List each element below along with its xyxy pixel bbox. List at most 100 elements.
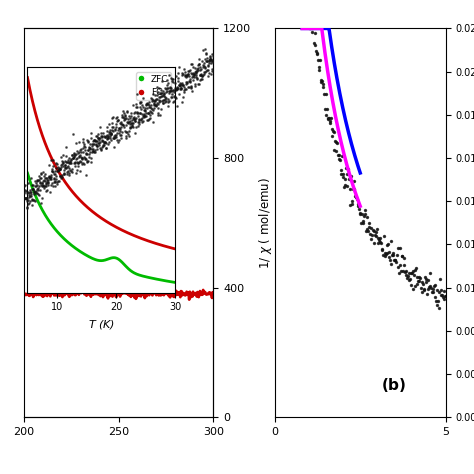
Point xyxy=(190,64,197,71)
Point xyxy=(431,282,438,289)
Point xyxy=(57,153,64,161)
Point xyxy=(51,175,58,182)
Point xyxy=(175,81,183,89)
Point xyxy=(103,127,111,135)
Point xyxy=(392,258,400,266)
Point xyxy=(116,119,124,127)
Point xyxy=(66,169,73,177)
Point xyxy=(130,116,138,123)
Point xyxy=(191,71,198,79)
Point xyxy=(197,70,205,78)
Point xyxy=(38,180,46,187)
Point xyxy=(33,176,40,184)
Point xyxy=(89,148,96,156)
Point xyxy=(392,256,399,264)
Point xyxy=(41,177,49,185)
Point xyxy=(95,139,102,147)
Point xyxy=(78,155,86,162)
Point xyxy=(207,71,215,78)
Point xyxy=(442,292,449,300)
Point xyxy=(56,165,64,173)
Point xyxy=(168,75,175,83)
Point xyxy=(86,150,93,158)
Point xyxy=(123,109,130,116)
Point xyxy=(112,133,120,141)
Point xyxy=(71,162,79,169)
Point xyxy=(204,73,211,80)
Point xyxy=(110,143,118,151)
Point xyxy=(82,155,89,163)
Point xyxy=(166,84,174,92)
Point xyxy=(113,123,120,130)
Point xyxy=(29,185,37,192)
Point xyxy=(373,225,381,233)
Point xyxy=(39,181,46,189)
Point xyxy=(191,68,198,76)
Point xyxy=(104,133,112,140)
Point xyxy=(25,191,33,199)
Point xyxy=(182,85,190,93)
Point xyxy=(196,71,203,79)
Point xyxy=(119,113,127,121)
Point xyxy=(337,166,345,173)
Point xyxy=(141,112,148,120)
Point xyxy=(79,148,87,155)
Point xyxy=(359,218,366,225)
Point xyxy=(88,142,96,150)
Point xyxy=(416,277,423,284)
Point xyxy=(385,254,392,261)
Point xyxy=(47,171,55,179)
Point xyxy=(324,115,331,123)
Point xyxy=(317,76,325,84)
Point xyxy=(159,87,167,95)
Point xyxy=(321,105,328,113)
Point xyxy=(132,124,139,131)
Point xyxy=(370,228,378,235)
Point xyxy=(179,72,186,79)
Point xyxy=(204,61,212,69)
Point xyxy=(42,180,50,187)
Point xyxy=(62,157,69,165)
Point xyxy=(145,103,153,110)
Point xyxy=(401,268,409,276)
Point xyxy=(186,78,193,85)
Point xyxy=(98,137,106,145)
Point xyxy=(134,103,141,111)
Point xyxy=(40,184,47,192)
Point xyxy=(133,90,141,97)
Point xyxy=(140,113,148,120)
Point xyxy=(158,78,166,85)
Point xyxy=(171,79,178,87)
Point xyxy=(54,160,61,167)
Point xyxy=(27,186,34,193)
Point xyxy=(31,178,39,185)
Point xyxy=(69,165,76,173)
Point xyxy=(32,197,39,205)
Point xyxy=(150,97,157,105)
Point xyxy=(97,145,104,153)
Point xyxy=(165,87,173,94)
Point xyxy=(23,203,31,210)
Point xyxy=(93,137,100,144)
Point xyxy=(76,148,83,156)
Point xyxy=(430,283,438,290)
Point xyxy=(77,148,85,156)
Point xyxy=(122,128,129,136)
Point xyxy=(77,153,85,160)
Point xyxy=(198,72,206,80)
Point xyxy=(118,120,126,128)
Point xyxy=(101,133,109,141)
Point xyxy=(165,90,173,97)
Point xyxy=(306,25,313,32)
Point xyxy=(63,143,70,151)
Point xyxy=(39,169,47,176)
Point xyxy=(131,115,139,123)
Point xyxy=(36,179,44,186)
Point xyxy=(125,118,132,126)
Point xyxy=(201,68,209,75)
Point xyxy=(145,101,153,109)
Point xyxy=(30,196,38,204)
Point xyxy=(352,193,359,201)
Point xyxy=(138,118,146,126)
Point xyxy=(170,92,178,100)
